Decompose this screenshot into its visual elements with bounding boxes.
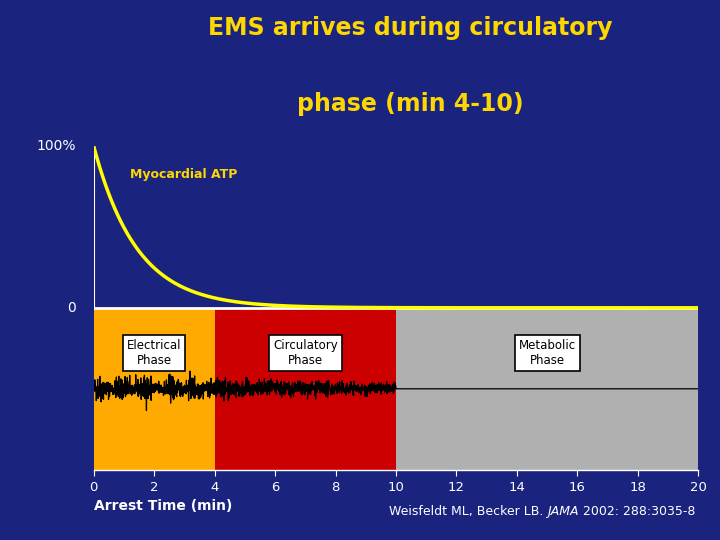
Text: EMS arrives during circulatory: EMS arrives during circulatory (208, 16, 613, 40)
Bar (215, 308, 396, 470)
Text: 2002: 288:3035-8: 2002: 288:3035-8 (579, 505, 695, 518)
Bar (396, 308, 698, 470)
Text: 0: 0 (67, 301, 76, 315)
Text: Metabolic
Phase: Metabolic Phase (518, 339, 576, 367)
Text: Weisfeldt ML, Becker LB.: Weisfeldt ML, Becker LB. (389, 505, 547, 518)
Text: Circulatory
Phase: Circulatory Phase (273, 339, 338, 367)
Text: JAMA: JAMA (547, 505, 579, 518)
Text: phase (min 4-10): phase (min 4-10) (297, 92, 523, 116)
Text: Electrical
Phase: Electrical Phase (127, 339, 181, 367)
Bar (94, 308, 215, 470)
Text: 100%: 100% (36, 139, 76, 153)
Text: Arrest Time (min): Arrest Time (min) (94, 499, 232, 513)
Text: Myocardial ATP: Myocardial ATP (130, 168, 238, 181)
